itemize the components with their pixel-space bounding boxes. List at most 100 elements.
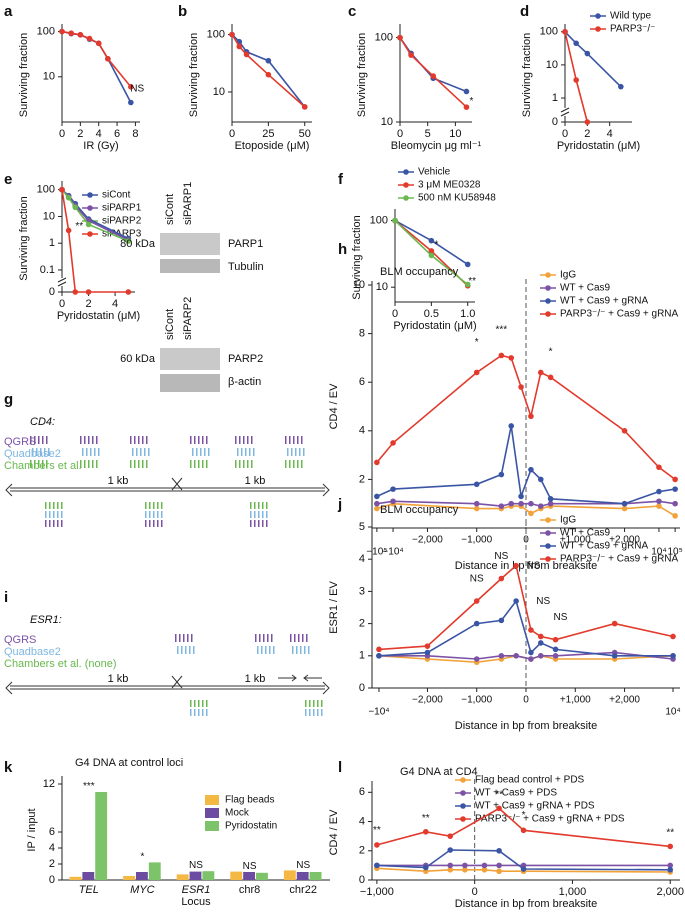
data-point [537, 640, 544, 646]
motif-tick [265, 646, 267, 654]
data-point [72, 289, 79, 295]
motif-tick [262, 520, 264, 527]
x-tick-label: 0.5 [424, 308, 439, 320]
series-line [376, 807, 671, 848]
x-tick-label: 10⁴ [651, 547, 666, 558]
y-tick-label: 0 [49, 286, 55, 298]
motif-tick [198, 700, 200, 707]
y-axis-label: Surviving fraction [188, 33, 200, 117]
data-point [621, 500, 628, 507]
motif-tick [190, 700, 192, 707]
track-label: QGRS [4, 634, 36, 646]
annotation: * [522, 810, 526, 821]
y-tick-label: 3 [359, 585, 365, 597]
scale-label: 1 kb [108, 673, 129, 685]
motif-tick [57, 502, 59, 509]
x-tick-label: 0 [397, 128, 403, 140]
motif-tick [253, 448, 255, 456]
motif-tick [46, 460, 48, 468]
motif-tick [187, 634, 189, 642]
data-point [85, 289, 92, 295]
motif-tick [80, 436, 82, 444]
annotation: NS [243, 861, 257, 872]
y-tick-label: 100 [370, 214, 388, 226]
motif-tick [134, 460, 136, 468]
motif-tick [296, 646, 298, 654]
motif-tick [289, 460, 291, 468]
data-point [552, 636, 559, 643]
legend-marker [87, 205, 93, 211]
motif-tick [136, 448, 138, 456]
blot-band [160, 233, 220, 255]
motif-tick [92, 436, 94, 444]
data-point [462, 866, 468, 873]
data-point [301, 104, 308, 110]
legend-label: Flag beads [225, 795, 274, 806]
legend-marker [545, 530, 551, 536]
motif-tick [46, 436, 48, 444]
x-axis-label: Etoposide (μM) [235, 140, 310, 152]
data-point [65, 227, 72, 234]
motif-tick [157, 520, 159, 527]
motif-tick [299, 448, 301, 456]
motif-tick [196, 448, 198, 456]
band-label: PARP1 [228, 238, 263, 250]
motif-tick [285, 436, 287, 444]
motif-tick [293, 460, 295, 468]
motif-tick [302, 634, 304, 642]
motif-tick [266, 502, 268, 509]
legend-label: Mock [225, 808, 250, 819]
data-point [229, 31, 235, 38]
data-point [473, 369, 480, 376]
motif-tick [145, 511, 147, 518]
motif-tick [261, 646, 263, 654]
motif-tick [30, 460, 32, 468]
data-point [390, 486, 396, 492]
series-line [378, 564, 674, 651]
series-line [231, 34, 306, 108]
data-point [374, 459, 380, 466]
motif-tick [309, 700, 311, 707]
bar [176, 874, 189, 880]
legend-label: PARP3⁻/⁻ + Cas9 + gRNA [560, 309, 679, 320]
data-point [473, 598, 480, 604]
data-point [621, 428, 628, 434]
data-point [374, 862, 380, 869]
data-point [473, 505, 480, 512]
motif-tick [247, 460, 249, 468]
motif-tick [138, 436, 140, 444]
legend-label: siPARP2 [102, 216, 142, 227]
motif-tick [206, 700, 208, 707]
series-line [379, 651, 674, 660]
data-point [667, 843, 674, 850]
annotation: *** [83, 781, 95, 792]
x-tick-label: −1,000 [461, 695, 492, 706]
y-tick-label: 10 [546, 59, 558, 71]
motif-tick [317, 700, 319, 707]
legend-marker [460, 790, 466, 796]
series-line [61, 30, 132, 88]
motif-tick [61, 520, 63, 527]
legend-label: Pyridostatin [225, 821, 277, 832]
y-axis-label: Surviving fraction [351, 215, 363, 299]
data-point [447, 866, 454, 873]
data-point [265, 57, 272, 64]
panel-label: c [348, 3, 356, 20]
motif-tick [194, 709, 196, 716]
motif-tick [206, 460, 208, 468]
size-marker: 60 kDa [120, 353, 156, 365]
bar [296, 872, 309, 880]
data-point [376, 653, 382, 659]
x-axis-label: Pyridostatin (μM) [393, 320, 476, 332]
motif-tick [250, 502, 252, 509]
motif-tick [321, 700, 323, 707]
motif-tick [198, 436, 200, 444]
data-point [428, 237, 435, 244]
motif-tick [305, 700, 307, 707]
motif-tick [38, 436, 40, 444]
lane-label: siPARP1 [182, 182, 194, 225]
data-point [537, 503, 544, 509]
data-point [408, 52, 414, 58]
motif-tick [269, 646, 271, 654]
data-point [498, 617, 505, 624]
